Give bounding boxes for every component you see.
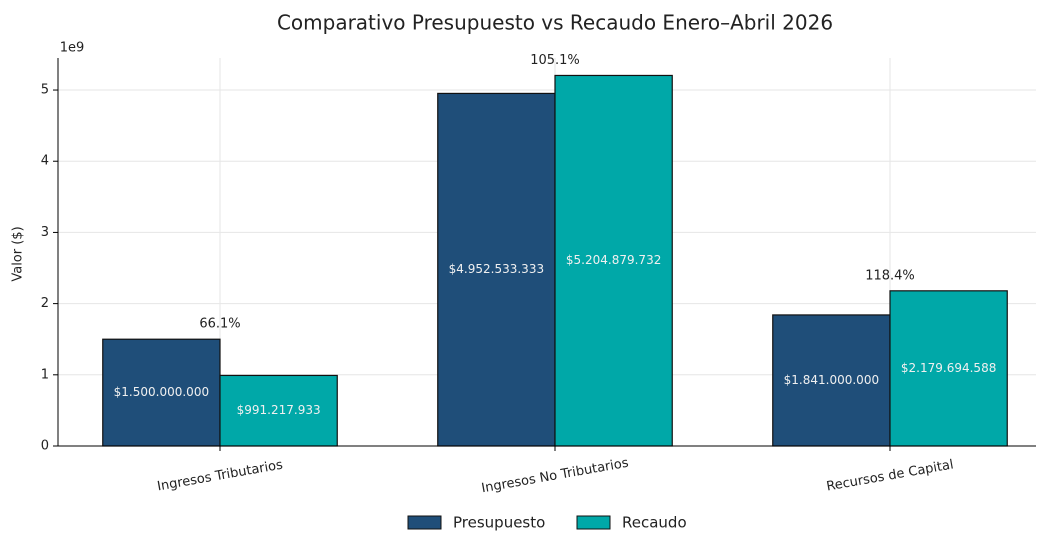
- ratio-label: 118.4%: [865, 268, 915, 283]
- legend-label: Presupuesto: [453, 514, 545, 532]
- y-tick-label: 3: [41, 225, 49, 240]
- bar: [219, 374, 338, 447]
- ratio-label: 66.1%: [199, 317, 240, 332]
- y-axis-label: Valor ($): [11, 226, 26, 281]
- value-label: $1.841.000.000: [784, 373, 879, 387]
- value-label: $5.204.879.732: [566, 253, 661, 267]
- y-tick-label: 5: [41, 83, 49, 98]
- axis-multiplier: 1e9: [60, 41, 85, 56]
- value-label: $1.500.000.000: [114, 385, 209, 399]
- y-tick-label: 4: [41, 154, 49, 169]
- chart-title: Comparativo Presupuesto vs Recaudo Enero…: [277, 11, 833, 35]
- y-tick-label: 2: [41, 296, 49, 311]
- value-label: $4.952.533.333: [449, 262, 544, 276]
- x-tick-label: Recursos de Capital: [825, 457, 954, 494]
- x-tick-label: Ingresos No Tributarios: [480, 456, 630, 497]
- x-tick-label: Ingresos Tributarios: [156, 458, 284, 495]
- legend-swatch: [407, 515, 442, 530]
- value-label: $2.179.694.588: [901, 361, 996, 375]
- value-label: $991.217.933: [237, 403, 321, 417]
- bar: [102, 338, 221, 447]
- y-tick-label: 0: [41, 439, 49, 454]
- bar: [554, 74, 673, 447]
- legend-swatch: [576, 515, 611, 530]
- bar: [889, 290, 1008, 447]
- legend-label: Recaudo: [622, 514, 687, 532]
- y-tick-label: 1: [41, 367, 49, 382]
- ratio-label: 105.1%: [530, 53, 580, 68]
